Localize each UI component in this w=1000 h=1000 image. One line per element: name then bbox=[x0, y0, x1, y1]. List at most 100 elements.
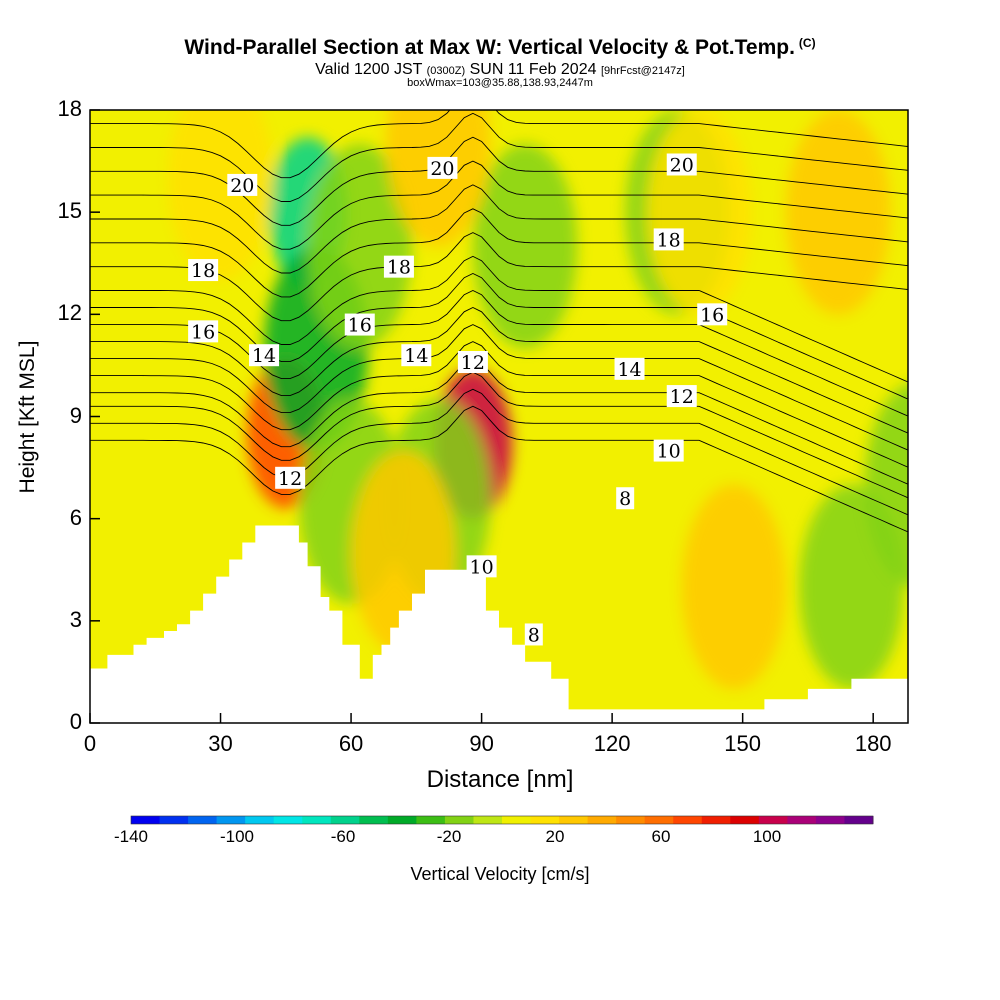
colorbar-swatch bbox=[502, 816, 532, 824]
svg-text:16: 16 bbox=[348, 315, 372, 337]
isentrope-line bbox=[90, 341, 908, 468]
isentrope-label: 12 bbox=[457, 351, 488, 374]
box-info: boxWmax=103@35.88,138.93,2447m bbox=[407, 77, 593, 89]
valid-utc: (0300Z) bbox=[426, 65, 466, 77]
isentrope-label: 20 bbox=[427, 156, 458, 180]
chart-title: Wind-Parallel Section at Max W: Vertical… bbox=[0, 36, 1000, 60]
isentrope-label: 8 bbox=[616, 487, 635, 510]
isentrope-line bbox=[90, 208, 908, 298]
isentrope-label: 12 bbox=[275, 466, 306, 490]
colorbar-swatch bbox=[131, 816, 161, 824]
colorbar-swatch bbox=[701, 816, 731, 824]
isentrope-line bbox=[90, 358, 908, 485]
x-tick-label: 120 bbox=[593, 731, 631, 756]
y-tick-label: 15 bbox=[57, 198, 82, 224]
svg-text:20: 20 bbox=[670, 154, 694, 176]
svg-text:8: 8 bbox=[619, 488, 631, 510]
y-tick-label: 0 bbox=[69, 709, 82, 734]
copyright-mark: (C) bbox=[798, 36, 816, 50]
isentrope-labels: 20 20 20 18 18 18 16 16 16 14 14 14 12 12 12 10 10 8 8 bbox=[188, 153, 728, 646]
svg-text:10: 10 bbox=[470, 556, 494, 578]
colorbar-swatch bbox=[673, 816, 703, 824]
colorbar-tick-label: -100 bbox=[219, 827, 255, 846]
x-tick-label: 0 bbox=[83, 731, 97, 756]
isentrope-label: 20 bbox=[227, 173, 258, 197]
isentrope-line bbox=[90, 273, 908, 400]
isentrope-line bbox=[90, 136, 908, 226]
w-feature bbox=[307, 144, 412, 349]
isentrope-line bbox=[90, 232, 908, 322]
x-tick-label: 60 bbox=[338, 731, 364, 756]
svg-text:20: 20 bbox=[430, 158, 454, 180]
colorbar-swatch bbox=[416, 816, 446, 824]
colorbar-swatch bbox=[387, 816, 417, 824]
colorbar-swatch bbox=[587, 816, 617, 824]
isentrope-line bbox=[90, 160, 908, 250]
colorbar-swatch bbox=[644, 816, 674, 824]
svg-text:20: 20 bbox=[230, 175, 254, 197]
svg-text:18: 18 bbox=[387, 257, 411, 279]
colorbar-swatch bbox=[758, 816, 788, 824]
svg-text:18: 18 bbox=[191, 260, 215, 282]
isentrope-label: 16 bbox=[344, 313, 375, 337]
w-feature bbox=[786, 110, 891, 315]
plot-area: 20 20 20 18 18 18 16 16 16 14 14 14 12 12 12 10 10 8 8 bbox=[90, 110, 908, 723]
isentrope-label: 10 bbox=[653, 439, 684, 463]
y-tick-label: 9 bbox=[69, 402, 82, 428]
isentrope-lines bbox=[90, 110, 908, 533]
svg-text:14: 14 bbox=[404, 345, 428, 367]
isentrope-label: 14 bbox=[614, 357, 645, 381]
colorbar-swatch bbox=[273, 816, 303, 824]
x-tick-label: 90 bbox=[469, 731, 494, 756]
colorbar-swatch bbox=[844, 816, 874, 824]
isentrope-line bbox=[90, 371, 908, 499]
isentrope-line bbox=[90, 324, 908, 451]
svg-text:14: 14 bbox=[252, 345, 276, 367]
x-tick-label: 150 bbox=[724, 731, 762, 756]
isentrope-label: 16 bbox=[697, 303, 728, 326]
isentrope-label: 20 bbox=[666, 153, 697, 176]
svg-text:16: 16 bbox=[191, 321, 215, 343]
colorbar-swatch bbox=[815, 816, 845, 824]
w-feature bbox=[646, 110, 752, 315]
colorbar-tick-label: 20 bbox=[545, 827, 565, 846]
colorbar-tick-label: -60 bbox=[330, 827, 356, 846]
colorbar-swatch bbox=[787, 816, 817, 824]
y-tick-label: 18 bbox=[57, 96, 82, 121]
colorbar-swatch bbox=[559, 816, 589, 824]
colorbar-swatch bbox=[530, 816, 560, 824]
colorbar-frame bbox=[130, 815, 874, 825]
colorbar-title: Vertical Velocity [cm/s] bbox=[410, 864, 590, 884]
chart-title-text: Wind-Parallel Section at Max W: Vertical… bbox=[184, 36, 795, 59]
w-feature bbox=[385, 110, 491, 247]
colorbar-swatch bbox=[473, 816, 503, 824]
isentrope-line bbox=[90, 388, 908, 516]
y-tick-label: 12 bbox=[57, 300, 82, 326]
isentrope-line bbox=[90, 184, 908, 274]
isentrope-line bbox=[90, 110, 908, 179]
y-tick-label: 6 bbox=[69, 504, 82, 530]
colorbar-tick-label: 60 bbox=[651, 827, 671, 846]
y-tick-label: 3 bbox=[69, 606, 82, 632]
chart-subtitle: Valid 1200 JST (0300Z) SUN 11 Feb 2024 [… bbox=[0, 61, 1000, 79]
isentrope-label: 14 bbox=[249, 344, 280, 367]
colorbar-swatch bbox=[245, 816, 275, 824]
y-axis-title: Height [Kft MSL] bbox=[16, 340, 39, 494]
colorbar-swatch bbox=[616, 816, 646, 824]
isentrope-line bbox=[90, 255, 908, 383]
x-axis-title: Distance [nm] bbox=[426, 766, 574, 793]
isentrope-label: 18 bbox=[653, 228, 684, 251]
x-tick-label: 30 bbox=[208, 731, 233, 756]
svg-text:12: 12 bbox=[670, 386, 694, 408]
colorbar-swatch bbox=[330, 816, 360, 824]
colorbar-swatch bbox=[359, 816, 389, 824]
colorbar-swatch bbox=[444, 816, 474, 824]
colorbar-swatch bbox=[730, 816, 760, 824]
isentrope-line bbox=[90, 405, 908, 533]
vertical-velocity-field bbox=[168, 110, 908, 689]
isentrope-line bbox=[90, 306, 908, 434]
isentrope-label: 16 bbox=[188, 320, 219, 343]
svg-text:14: 14 bbox=[617, 359, 641, 381]
valid-date: SUN 11 Feb 2024 bbox=[469, 61, 597, 78]
